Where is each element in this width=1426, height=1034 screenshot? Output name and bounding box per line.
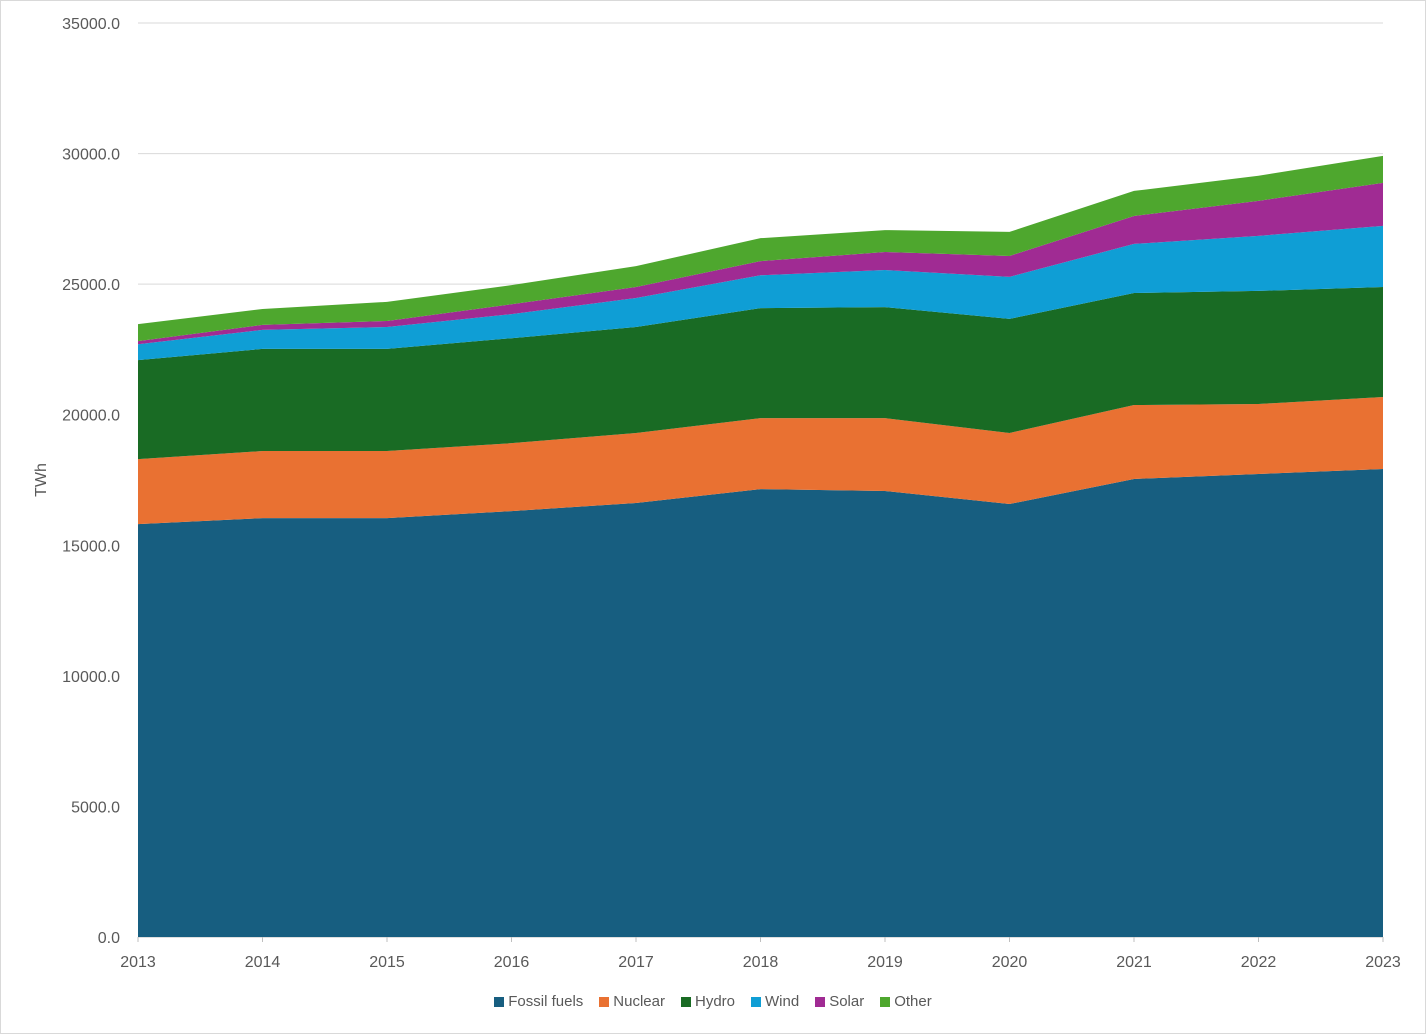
x-tick-label: 2015 [369,954,405,971]
area-solar [138,182,1383,345]
y-tick-label: 20000.0 [62,408,120,425]
y-axis-label: TWh [33,463,50,497]
x-tick-label: 2021 [1116,954,1152,971]
x-tick-label: 2017 [618,954,654,971]
x-tick-label: 2023 [1365,954,1401,971]
x-tick-label: 2022 [1241,954,1277,971]
y-tick-label: 5000.0 [71,799,120,816]
y-tick-label: 25000.0 [62,277,120,294]
x-tick-label: 2019 [867,954,903,971]
area-other [138,155,1383,342]
legend-item: Fossil fuels [494,993,583,1010]
legend-item: Wind [751,993,799,1010]
legend-label: Solar [829,993,865,1010]
legend-label: Hydro [694,993,735,1010]
y-tick-label: 10000.0 [62,669,120,686]
legend-swatch [880,996,891,1007]
legend-item: Nuclear [599,993,665,1010]
y-tick-label: 0.0 [98,930,120,947]
legend-item: Hydro [680,993,735,1010]
legend-swatch [494,996,505,1007]
y-tick-label: 30000.0 [62,147,120,164]
x-tick-label: 2013 [120,954,156,971]
x-tick-label: 2016 [494,954,530,971]
legend-item: Other [880,993,932,1010]
area-fossil-fuels [138,469,1383,937]
legend-swatch [751,996,761,1007]
legend-label: Fossil fuels [508,993,584,1010]
area-hydro [138,287,1383,460]
legend: Fossil fuels Nuclear Hydro Wind Solar Other [0,993,1426,1010]
legend-label: Other [894,993,932,1010]
area-wind [138,225,1383,361]
legend-swatch [599,996,610,1007]
area-nuclear [138,396,1383,525]
legend-swatch [815,996,826,1007]
y-tick-label: 15000.0 [62,538,120,555]
legend-label: Nuclear [613,993,665,1010]
legend-item: Solar [815,993,864,1010]
legend-label: Wind [765,993,800,1010]
y-tick-label: 35000.0 [62,16,120,33]
x-tick-label: 2020 [992,954,1028,971]
x-tick-label: 2018 [743,954,779,971]
x-tick-label: 2014 [245,954,281,971]
legend-swatch [680,996,691,1007]
